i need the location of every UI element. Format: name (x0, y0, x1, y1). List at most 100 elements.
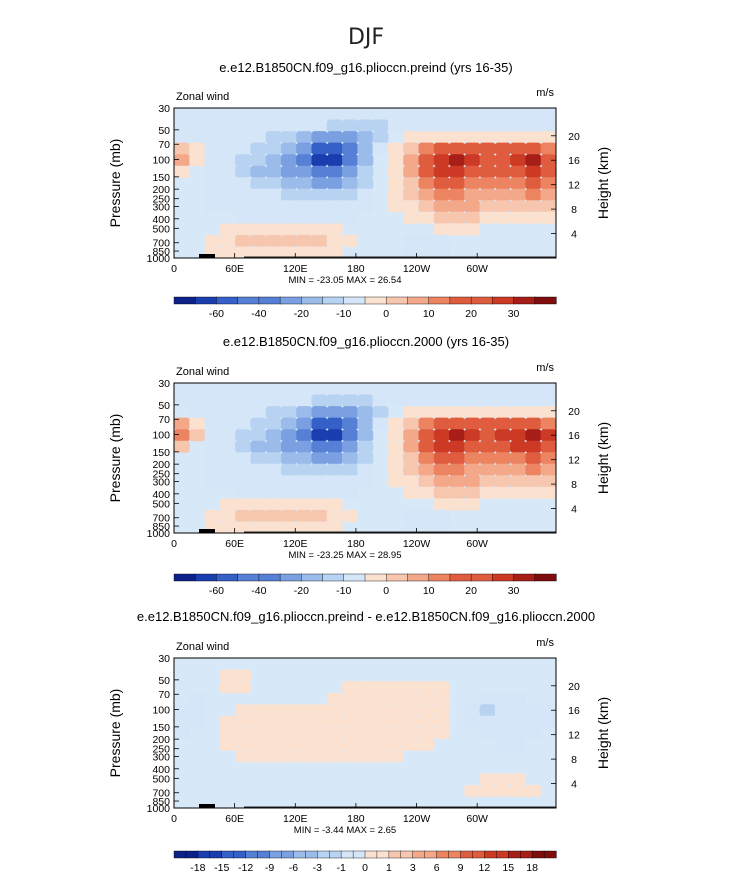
pressure-tick-label: 400 (152, 489, 170, 501)
field-cell (387, 154, 404, 167)
field-cell (311, 188, 328, 201)
field-cell (296, 131, 313, 144)
field-cell (464, 784, 481, 797)
colorbar-box (301, 573, 324, 582)
field-cell (250, 394, 267, 407)
colorbar-box (279, 296, 302, 305)
pressure-tick-label: 200 (152, 459, 170, 471)
colorbar-box (257, 850, 271, 859)
x-tick-label: 120E (283, 538, 308, 550)
field-cell (510, 773, 527, 786)
field-cell (250, 246, 267, 258)
y-axis-right-label: Height (km) (595, 697, 611, 769)
field-cell (342, 727, 358, 740)
field-cell (449, 383, 465, 396)
field-cell (281, 475, 297, 488)
field-cell (219, 475, 236, 488)
field-cell (174, 727, 190, 740)
field-cell (204, 131, 221, 144)
field-cell (250, 463, 267, 476)
field-cell (387, 417, 404, 430)
field-cell (250, 727, 267, 740)
terrain (244, 256, 556, 258)
field-cell (540, 452, 556, 465)
field-cell (296, 154, 313, 167)
pressure-tick-label: 50 (158, 125, 170, 137)
field-cell (494, 727, 511, 740)
field-cell (357, 727, 374, 740)
field-cell (281, 429, 297, 442)
field-cell (525, 188, 542, 201)
field-cell (357, 131, 374, 144)
field-cell (219, 383, 236, 396)
field-cell (235, 509, 251, 522)
x-tick-label: 0 (171, 263, 177, 275)
colorbar-label: -60 (209, 308, 224, 320)
field-cell (296, 463, 313, 476)
field-cell (494, 463, 511, 476)
field-cell (189, 429, 206, 442)
field-cell (403, 154, 420, 167)
field-cell (525, 417, 542, 430)
field-cell (235, 177, 251, 190)
field-cell (250, 715, 267, 728)
field-cell (174, 154, 190, 167)
colorbar-label: -1 (336, 862, 345, 874)
field-cell (235, 211, 251, 224)
pressure-tick-label: 100 (152, 705, 170, 717)
field-cell (449, 498, 465, 511)
field-cell (433, 119, 450, 132)
field-cell (510, 188, 527, 201)
colorbar-box (216, 573, 239, 582)
field-cell (372, 142, 389, 155)
field-cell (204, 142, 221, 155)
field-cell (342, 119, 358, 132)
field-cell (372, 704, 389, 717)
field-cell (281, 131, 297, 144)
field-cell (326, 177, 343, 190)
field-cell (494, 154, 511, 167)
field-cell (433, 246, 450, 258)
colorbar-box (424, 850, 438, 859)
field-cell (540, 429, 556, 442)
field-cell (250, 142, 267, 155)
pressure-tick-label: 200 (152, 184, 170, 196)
height-tick-label: 16 (568, 155, 580, 167)
field-cell (342, 475, 358, 488)
field-cell (342, 417, 358, 430)
colorbar-box (279, 573, 302, 582)
field-cell (387, 704, 404, 717)
pressure-tick-label: 50 (158, 675, 170, 687)
left-label: Zonal wind (176, 641, 229, 653)
field-cell (449, 440, 465, 453)
field-cell (311, 223, 328, 236)
field-cell (342, 463, 358, 476)
field-cell (357, 750, 374, 763)
field-cell (357, 383, 374, 396)
field-cell (219, 154, 236, 167)
field-cell (219, 177, 236, 190)
field-cell (433, 498, 450, 511)
field-cell (342, 177, 358, 190)
field-cell (464, 200, 481, 213)
field-cell (479, 119, 496, 132)
colorbar-label: 3 (410, 862, 416, 874)
field-cell (540, 177, 556, 190)
field-cell (296, 142, 313, 155)
height-tick-label: 16 (568, 430, 580, 442)
field-cell (403, 234, 420, 247)
height-tick-label: 12 (568, 455, 580, 467)
field-cell (372, 394, 389, 407)
field-cell (510, 119, 527, 132)
field-cell (525, 784, 542, 797)
field-cell (235, 738, 251, 751)
field-cell (281, 486, 297, 499)
colorbar-box (492, 573, 515, 582)
field-cell (387, 119, 404, 132)
pressure-tick-label: 250 (152, 744, 170, 756)
field-cell (326, 475, 343, 488)
field-cell (418, 394, 435, 407)
field-cell (281, 452, 297, 465)
field-cell (189, 154, 206, 167)
field-cell (265, 440, 282, 453)
